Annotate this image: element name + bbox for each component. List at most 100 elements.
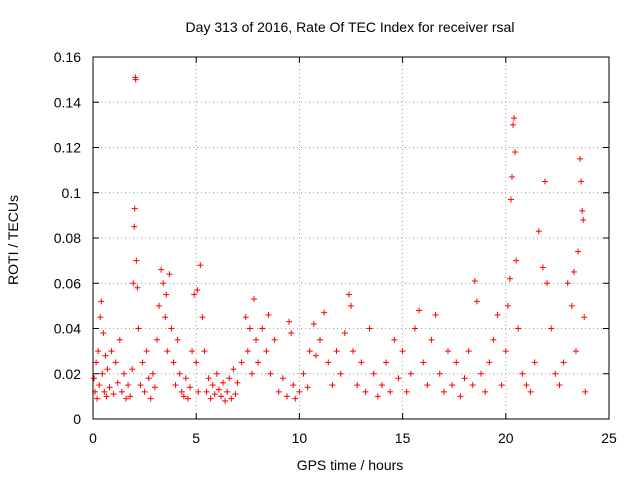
data-point: [453, 359, 460, 366]
data-point: [131, 223, 138, 230]
data-point: [101, 388, 108, 395]
data-point: [366, 325, 373, 332]
data-point: [399, 348, 406, 355]
data-point: [95, 348, 102, 355]
data-point: [123, 395, 130, 402]
data-point: [108, 348, 115, 355]
data-point: [99, 370, 106, 377]
data-point: [310, 320, 317, 327]
data-point: [180, 393, 187, 400]
data-point: [222, 397, 229, 404]
data-point: [166, 271, 173, 278]
data-point: [572, 348, 579, 355]
data-point: [174, 336, 181, 343]
y-tick-label: 0.12: [54, 140, 81, 156]
data-point: [182, 375, 189, 382]
data-point: [333, 348, 340, 355]
data-point: [139, 359, 146, 366]
data-point: [120, 370, 127, 377]
data-point: [341, 330, 348, 337]
y-tick-label: 0.08: [54, 230, 81, 246]
y-tick-label: 0.1: [62, 185, 82, 201]
data-point: [510, 121, 517, 128]
data-point: [279, 375, 286, 382]
data-point: [424, 382, 431, 389]
data-point: [127, 393, 134, 400]
data-point: [176, 370, 183, 377]
data-point: [211, 391, 218, 398]
data-point: [378, 382, 385, 389]
data-point: [403, 388, 410, 395]
data-point: [184, 395, 191, 402]
data-point: [560, 359, 567, 366]
data-point: [103, 393, 110, 400]
data-point: [482, 388, 489, 395]
data-point: [296, 388, 303, 395]
data-point: [457, 393, 464, 400]
data-point: [374, 393, 381, 400]
data-point: [478, 370, 485, 377]
data-point: [259, 325, 266, 332]
data-point: [133, 257, 140, 264]
data-point: [195, 388, 202, 395]
data-point: [494, 311, 501, 318]
data-point: [445, 348, 452, 355]
y-tick-label: 0.04: [54, 321, 81, 337]
y-axis-title: ROTI / TECUs: [5, 195, 21, 285]
data-point: [163, 291, 170, 298]
y-tick-label: 0.16: [54, 49, 81, 65]
data-point: [143, 348, 150, 355]
data-point: [207, 395, 214, 402]
data-point: [213, 370, 220, 377]
data-point: [579, 207, 586, 214]
data-point: [581, 314, 588, 321]
data-point: [531, 359, 538, 366]
data-point: [203, 388, 210, 395]
data-point: [504, 302, 511, 309]
data-point: [248, 370, 255, 377]
x-tick-label: 0: [89, 430, 97, 446]
data-point: [201, 348, 208, 355]
data-point: [548, 325, 555, 332]
data-point: [469, 382, 476, 389]
data-point: [407, 370, 414, 377]
y-tick-label: 0.02: [54, 366, 81, 382]
data-point: [502, 348, 509, 355]
data-point: [317, 336, 324, 343]
data-point: [156, 302, 163, 309]
data-point: [132, 76, 139, 83]
data-point: [250, 296, 257, 303]
data-point: [97, 314, 104, 321]
data-point: [275, 388, 282, 395]
data-point: [515, 325, 522, 332]
data-point: [194, 287, 201, 294]
data-point: [271, 336, 278, 343]
grid: [93, 57, 609, 419]
data-point: [544, 280, 551, 287]
data-point: [535, 228, 542, 235]
data-point: [306, 348, 313, 355]
data-point: [395, 375, 402, 382]
data-point: [162, 314, 169, 321]
data-point: [164, 348, 171, 355]
data-point: [321, 309, 328, 316]
data-point: [253, 336, 260, 343]
data-point: [461, 375, 468, 382]
data-point: [290, 382, 297, 389]
data-point: [147, 395, 154, 402]
data-point: [473, 298, 480, 305]
data-point: [345, 291, 352, 298]
data-point: [106, 384, 113, 391]
data-point: [178, 388, 185, 395]
data-point: [416, 307, 423, 314]
data-point: [242, 314, 249, 321]
data-point: [350, 348, 357, 355]
data-point: [131, 205, 138, 212]
data-point: [354, 382, 361, 389]
data-point: [486, 359, 493, 366]
data-point: [100, 330, 107, 337]
data-point: [187, 384, 194, 391]
data-point: [135, 325, 142, 332]
data-point: [134, 284, 141, 291]
